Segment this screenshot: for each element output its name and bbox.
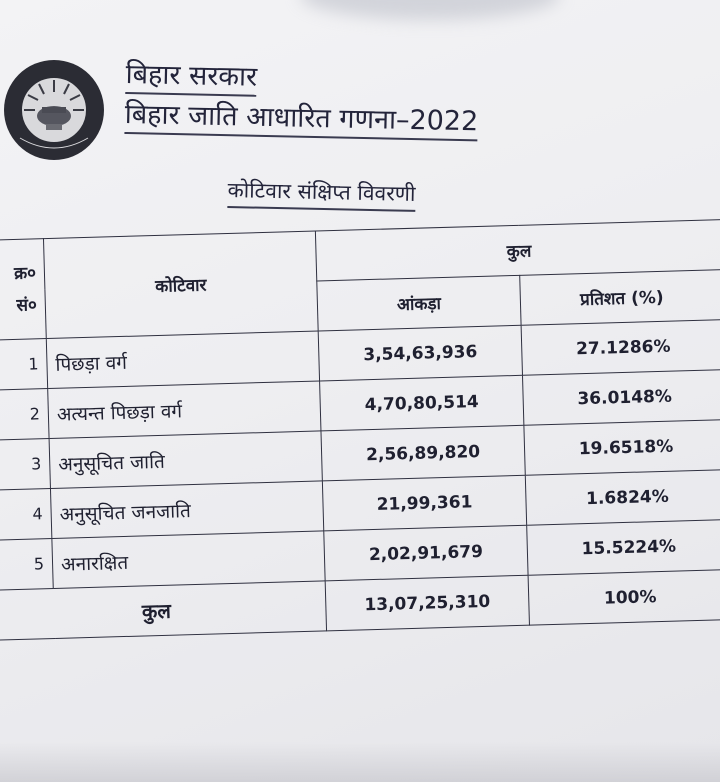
survey-title: बिहार जाति आधारित गणना–2022 bbox=[124, 97, 479, 142]
percent-header: प्रतिशत (%) bbox=[519, 269, 720, 326]
total-percent: 100% bbox=[528, 569, 720, 626]
govt-title: बिहार सरकार bbox=[125, 58, 258, 97]
category-header: कोटिवार bbox=[43, 231, 319, 339]
seal-emblem-icon bbox=[4, 60, 104, 160]
row-percent: 1.6824% bbox=[525, 469, 720, 526]
total-count: 13,07,25,310 bbox=[325, 575, 530, 631]
row-category: अनुसूचित जनजाति bbox=[50, 480, 324, 539]
row-category: अनुसूचित जाति bbox=[49, 430, 323, 489]
serial-header: क्र० सं० bbox=[0, 238, 47, 341]
page-shadow-top bbox=[300, 0, 560, 20]
total-label: कुल bbox=[0, 580, 327, 641]
row-serial: 2 bbox=[0, 388, 50, 441]
document-header: बिहार सरकार बिहार जाति आधारित गणना–2022 bbox=[124, 58, 479, 142]
row-percent: 27.1286% bbox=[521, 319, 720, 376]
row-count: 21,99,361 bbox=[322, 475, 527, 531]
row-count: 2,02,91,679 bbox=[323, 525, 529, 581]
row-category: पिछड़ा वर्ग bbox=[46, 330, 320, 389]
row-count: 3,54,63,936 bbox=[318, 325, 523, 381]
row-category: अत्यन्त पिछड़ा वर्ग bbox=[47, 380, 321, 439]
page-shadow-bottom bbox=[0, 742, 720, 782]
category-summary-table: क्र० सं० कोटिवार कुल आंकड़ा प्रतिशत (%) … bbox=[0, 219, 720, 641]
row-percent: 15.5224% bbox=[526, 519, 720, 576]
row-serial: 3 bbox=[0, 438, 51, 491]
table-title: कोटिवार संक्षिप्त विवरणी bbox=[227, 176, 416, 212]
row-percent: 36.0148% bbox=[522, 369, 720, 426]
bihar-government-seal bbox=[2, 58, 106, 162]
row-category: अनारक्षित bbox=[51, 530, 326, 589]
row-percent: 19.6518% bbox=[523, 419, 720, 476]
row-serial: 1 bbox=[0, 338, 48, 391]
row-serial: 5 bbox=[0, 538, 54, 591]
row-count: 4,70,80,514 bbox=[319, 375, 524, 431]
row-count: 2,56,89,820 bbox=[320, 425, 526, 481]
category-summary-table-wrap: क्र० सं० कोटिवार कुल आंकड़ा प्रतिशत (%) … bbox=[0, 219, 720, 641]
row-serial: 4 bbox=[0, 488, 52, 541]
count-header: आंकड़ा bbox=[316, 275, 522, 331]
serial-header-line2: सं० bbox=[16, 294, 38, 316]
serial-header-line1: क्र० bbox=[13, 262, 37, 284]
